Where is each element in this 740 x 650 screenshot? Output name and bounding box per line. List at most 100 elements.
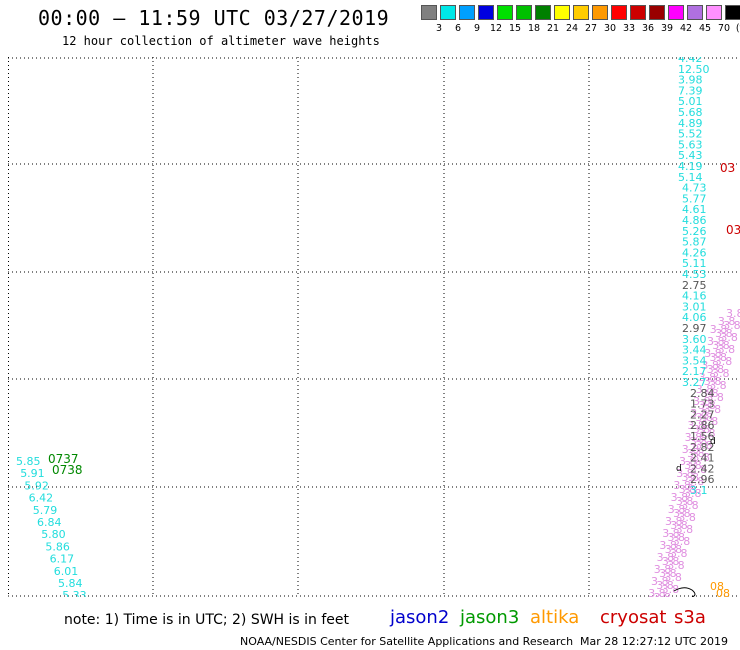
- scale-swatch: [687, 5, 703, 20]
- scale-swatch: [516, 5, 532, 20]
- s3a-value: 3.8: [659, 567, 677, 580]
- wave-height-value: 5.14: [678, 171, 703, 184]
- wave-height-value: 4.16: [682, 290, 707, 303]
- wave-height-value: 5.26: [682, 225, 707, 238]
- s3a-value: 3.8: [690, 435, 708, 448]
- s3a-value: 3.8: [690, 463, 708, 476]
- s3a-value: 3.8: [704, 347, 722, 360]
- wave-height-value: 1.73: [690, 398, 715, 411]
- scale-swatch: [478, 5, 494, 20]
- wave-height-value: 4.19: [678, 160, 703, 173]
- wave-height-value: 4.73: [682, 182, 707, 195]
- wave-height-value: 4.06: [682, 311, 707, 324]
- scale-swatch: [725, 5, 740, 20]
- s3a-value: 3.8: [710, 323, 728, 336]
- wave-height-value: 2.97: [682, 322, 707, 335]
- scale-label: 24: [565, 23, 579, 34]
- s3a-track: 3.83.83.83.83.83.83.83.83.83.83.83.83.83…: [659, 307, 740, 597]
- wave-height-value: 2.96: [690, 473, 715, 486]
- s3a-value: 3.8: [699, 371, 717, 384]
- wave-height-value: 3.44: [682, 344, 707, 357]
- s3a-value: 3.8: [692, 451, 710, 464]
- s3a-value: 3.8: [667, 559, 685, 572]
- scale-label: 9: [473, 23, 481, 34]
- scale-swatch: [630, 5, 646, 20]
- s3a-track: 3.83.83.83.83.83.83.83.83.83.83.83.83.83…: [648, 323, 728, 597]
- scale-label: 42: [679, 23, 693, 34]
- s3a-value: 3.8: [662, 583, 680, 596]
- altika-time: 08: [710, 580, 724, 593]
- wave-height-value: 4.86: [682, 214, 707, 227]
- s3a-value: 3.8: [679, 455, 697, 468]
- s3a-value: 3.8: [718, 315, 736, 328]
- s3a-value: 3.8: [656, 579, 674, 592]
- scale-label: (ft): [735, 23, 740, 34]
- cryosat-time: 03: [720, 161, 735, 175]
- scale-label: 39: [660, 23, 674, 34]
- wave-height-value: 3.01: [682, 300, 707, 313]
- wave-height-value: 12.50: [678, 63, 710, 76]
- s3a-value: 3.8: [682, 443, 700, 456]
- s3a-value: 3.8: [709, 379, 727, 392]
- s3a-value: 3.8: [718, 343, 736, 356]
- s3a-value: 3.8: [668, 531, 686, 544]
- scale-swatch: [649, 5, 665, 20]
- wave-height-value: 5.79: [33, 504, 58, 517]
- scale-swatch: [554, 5, 570, 20]
- wave-height-value: 5.63: [678, 138, 703, 151]
- s3a-value: 3.8: [676, 495, 694, 508]
- s3a-value: 3.8: [657, 551, 675, 564]
- wave-height-value: 5.92: [24, 479, 49, 492]
- wave-height-value: 6.42: [29, 492, 53, 505]
- s3a-value: 3.8: [726, 307, 740, 320]
- wave-height-value: 5.84: [58, 577, 83, 590]
- wave-height-value: 4.42: [678, 57, 703, 65]
- s3a-value: 3.8: [671, 491, 689, 504]
- s3a-value: 3.8: [654, 591, 672, 597]
- legend-s3a: s3a: [674, 607, 706, 628]
- s3a-value: 3.8: [696, 383, 714, 396]
- s3a-value: 3.8: [676, 467, 694, 480]
- wave-height-value: 5.11: [682, 257, 707, 270]
- cryosat-time: 03: [726, 223, 740, 237]
- s3a-value: 3.8: [707, 363, 725, 376]
- scale-swatch: [573, 5, 589, 20]
- wave-height-value: 4.61: [682, 203, 707, 216]
- scale-swatch: [592, 5, 608, 20]
- coastline: [673, 587, 696, 597]
- scale-swatch: [497, 5, 513, 20]
- s3a-value: 3.8: [665, 543, 683, 556]
- wave-height-value: 5.86: [45, 540, 70, 553]
- wave-height-map[interactable]: -10-12-14-16-18-201051081111141171205.85…: [8, 57, 740, 597]
- s3a-value: 3.8: [712, 367, 730, 380]
- s3a-value: 3.8: [681, 499, 699, 512]
- legend-cryosat: cryosat: [600, 607, 667, 628]
- legend-altika: altika: [530, 607, 580, 628]
- scale-swatch: [459, 5, 475, 20]
- wave-height-value: 4.53: [682, 268, 707, 281]
- wave-height-value: 3.98: [678, 74, 703, 87]
- scale-swatch: [440, 5, 456, 20]
- wave-height-value: 5.87: [682, 236, 707, 249]
- scale-label: 70: [717, 23, 731, 34]
- scale-label: 12: [489, 23, 503, 34]
- scale-label: 33: [622, 23, 636, 34]
- s3a-value: 3.8: [673, 479, 691, 492]
- s3a-value: 3.8: [695, 439, 713, 452]
- scale-label: 18: [527, 23, 541, 34]
- s3a-value: 3.8: [720, 331, 738, 344]
- s3a-value: 3.8: [659, 595, 677, 597]
- wave-height-value: 4.89: [678, 117, 703, 130]
- wave-height-value: 5.91: [20, 467, 45, 480]
- wave-height-value: 6.84: [37, 516, 62, 529]
- marker: d: [676, 464, 682, 474]
- scale-label: 45: [698, 23, 712, 34]
- s3a-value: 3.8: [687, 419, 705, 432]
- wave-height-value: 3.54: [682, 354, 707, 367]
- s3a-value: 3.8: [684, 487, 702, 500]
- scale-label: 6: [454, 23, 462, 34]
- s3a-value: 3.8: [701, 415, 719, 428]
- s3a-value: 3.8: [685, 431, 703, 444]
- scale-label: 3: [435, 23, 443, 34]
- s3a-value: 3.8: [673, 535, 691, 548]
